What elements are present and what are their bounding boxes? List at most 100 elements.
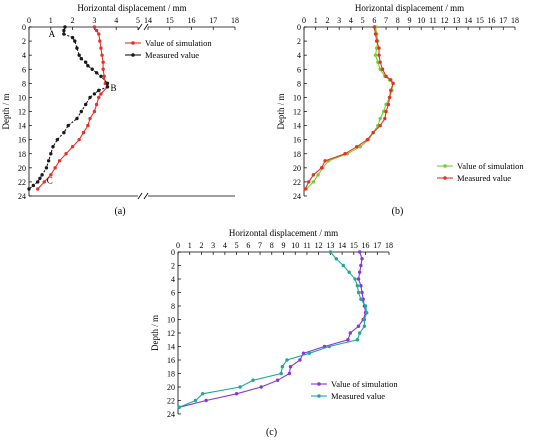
data-point xyxy=(357,250,362,254)
data-point xyxy=(62,32,66,36)
y-tick-label: 16 xyxy=(18,136,26,145)
y-tick-label: 12 xyxy=(18,108,26,117)
data-point xyxy=(86,64,90,68)
data-point xyxy=(51,145,55,149)
chart-panel-1: 0 1 2 3 4 5 6 7 8 9 10 11 12 13 14 15 16 17 18024681012141… xyxy=(276,3,524,217)
data-point xyxy=(307,351,311,355)
x-tick-label: 15 xyxy=(166,16,174,25)
x-tick-label: 7 xyxy=(384,16,388,25)
data-point xyxy=(287,371,292,376)
x-tick-label: 10 xyxy=(291,241,299,250)
data-point xyxy=(31,183,36,188)
data-point xyxy=(378,116,382,121)
panel-label: (c) xyxy=(266,427,277,438)
data-point xyxy=(55,137,60,142)
data-point xyxy=(303,187,307,191)
y-tick-label: 6 xyxy=(171,289,175,298)
legend-swatch-marker xyxy=(317,394,321,398)
y-axis-title: Depth / m xyxy=(276,94,286,130)
x-tick-label: 18 xyxy=(511,16,519,25)
data-point xyxy=(288,365,293,369)
data-point xyxy=(70,35,75,40)
x-tick-label: 11 xyxy=(429,16,437,25)
axis-break-mark xyxy=(137,192,143,200)
y-tick-label: 12 xyxy=(293,108,301,117)
data-point xyxy=(83,102,88,107)
data-point xyxy=(27,187,31,191)
data-point xyxy=(383,116,387,121)
x-tick-label: 1 xyxy=(49,16,53,25)
data-point xyxy=(101,67,105,71)
x-tick-label: 12 xyxy=(315,241,323,250)
series-line-0 xyxy=(305,26,394,190)
data-point xyxy=(374,46,379,50)
data-point xyxy=(275,378,280,382)
data-point xyxy=(105,85,110,89)
x-tick-label: 5 xyxy=(136,16,140,25)
data-point xyxy=(102,74,106,78)
data-point xyxy=(234,392,239,396)
chart-panel-0: 0 1 2 3 4 5 14 15 16 17 18024681012141618202224Hor… xyxy=(1,3,239,217)
data-point xyxy=(99,46,103,50)
data-point xyxy=(356,324,361,328)
y-tick-label: 8 xyxy=(22,79,26,88)
x-tick-label: 3 xyxy=(211,241,215,250)
data-point xyxy=(376,60,380,64)
data-point xyxy=(343,152,347,156)
data-point xyxy=(378,60,382,64)
x-tick-label: 17 xyxy=(373,241,381,250)
data-point xyxy=(378,123,382,128)
point-annotation: B xyxy=(110,83,116,93)
x-tick-label: 18 xyxy=(231,16,239,25)
data-point xyxy=(200,392,205,396)
x-tick-label: 14 xyxy=(144,16,152,25)
y-tick-label: 0 xyxy=(22,23,26,32)
data-point xyxy=(92,109,97,114)
y-tick-label: 4 xyxy=(297,51,301,60)
data-point xyxy=(279,371,283,376)
y-tick-label: 20 xyxy=(293,164,301,173)
data-point xyxy=(62,130,66,135)
y-tick-label: 4 xyxy=(22,51,26,60)
y-tick-label: 8 xyxy=(297,79,301,88)
legend-label: Measured value xyxy=(331,391,385,401)
data-point xyxy=(100,53,104,57)
x-tick-label: 5 xyxy=(361,16,365,25)
x-tick-label: 15 xyxy=(350,241,358,250)
x-tick-label: 1 xyxy=(188,241,192,250)
data-point xyxy=(79,109,84,114)
data-point xyxy=(360,290,364,295)
x-tick-label: 16 xyxy=(188,16,196,25)
legend-swatch-marker xyxy=(131,41,135,45)
data-point xyxy=(377,53,381,57)
data-point xyxy=(334,257,338,261)
data-point xyxy=(98,39,102,43)
x-tick-label: 8 xyxy=(396,16,400,25)
data-point xyxy=(311,173,316,177)
legend-label: Measured value xyxy=(145,50,199,60)
data-point xyxy=(319,166,324,170)
x-tick-label: 6 xyxy=(372,16,376,25)
x-tick-label: 11 xyxy=(303,241,311,250)
y-tick-label: 22 xyxy=(167,397,175,406)
y-tick-label: 24 xyxy=(167,410,175,419)
data-point xyxy=(94,102,99,107)
data-point xyxy=(63,25,67,29)
x-tick-label: 16 xyxy=(488,16,496,25)
data-point xyxy=(357,270,362,274)
data-point xyxy=(301,351,306,355)
data-point xyxy=(251,378,255,382)
x-tick-label: 14 xyxy=(338,241,346,250)
data-point xyxy=(238,385,242,389)
data-point xyxy=(66,123,70,128)
x-axis-title: Horizontal displacement / mm xyxy=(229,228,338,238)
data-point xyxy=(355,284,360,288)
data-point xyxy=(328,250,333,254)
data-point xyxy=(311,180,316,184)
y-tick-label: 6 xyxy=(297,65,301,74)
data-point xyxy=(36,180,40,184)
x-tick-label: 2 xyxy=(325,16,329,25)
data-point xyxy=(327,344,331,349)
data-point xyxy=(77,53,81,57)
